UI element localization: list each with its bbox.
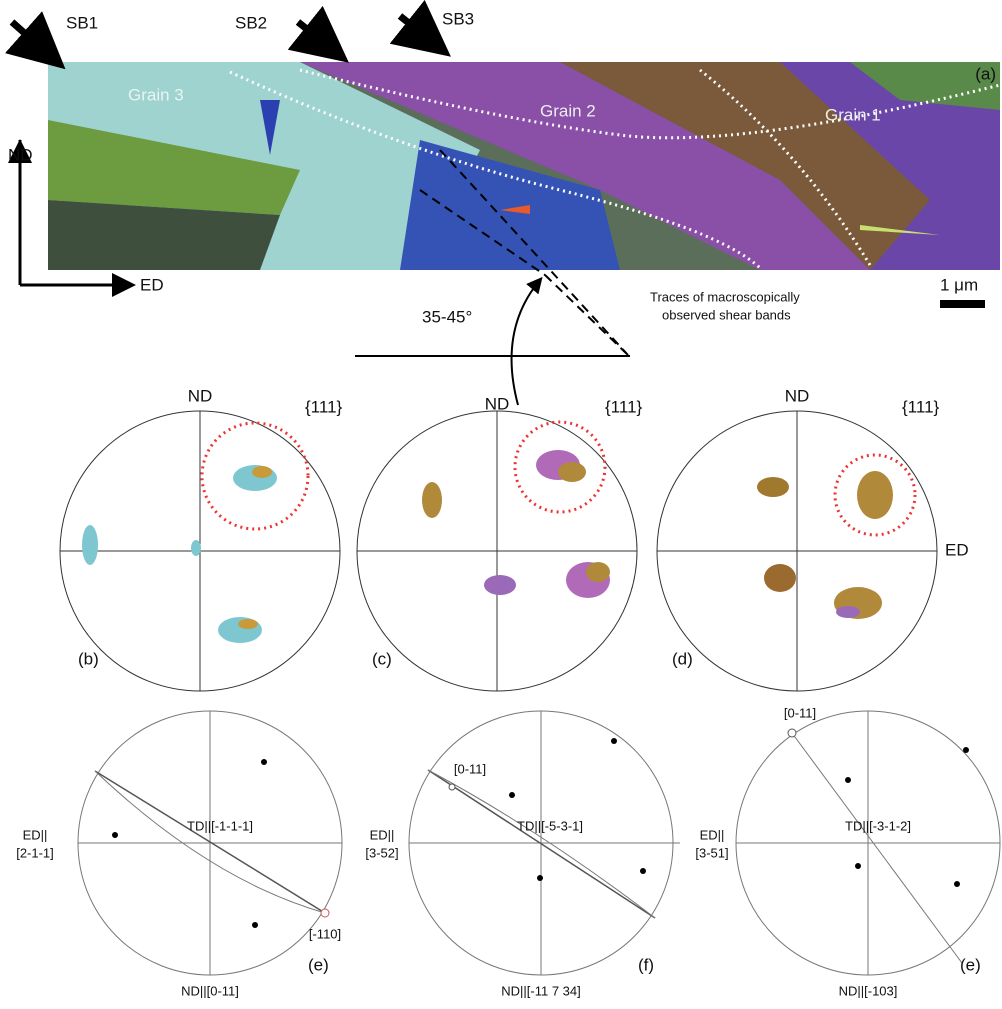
panel-label: (e) [960,955,981,974]
axis-label: ND [188,386,213,405]
grain-label: Grain 3 [128,85,184,104]
pole-label: [0-11] [784,705,816,720]
panel-label: (b) [78,649,99,668]
sb-arrow [389,0,451,57]
stereogram-e [77,710,343,976]
trace-note: observed shear bands [662,307,791,322]
sb-label: SB2 [235,13,267,32]
nd-label: ND||[-103] [839,983,898,998]
panel-label: (f) [638,955,654,974]
pole-figure-c [356,410,638,692]
panel-label: (c) [372,649,392,668]
nd-label: ND||[-11 7 34] [501,983,581,998]
td-label: TD||[-5-3-1] [517,818,583,833]
axis-label: ND [785,386,810,405]
grain-label: Grain 2 [540,101,596,120]
axis-label: ED [945,540,969,559]
ed-label: ED|| [370,827,395,842]
axis-label: ND [485,394,510,413]
plane-label: {111} [305,397,343,416]
ed-label: ED|| [23,827,48,842]
angle-arc [510,276,543,406]
ed-label: ED|| [700,827,725,842]
grain-label: Grain 1 [825,105,881,124]
sb-arrow [4,11,66,70]
angle-label: 35-45° [422,307,472,326]
sb-label: SB1 [66,13,98,32]
stereogram-f [408,710,680,976]
sb-arrow [287,5,349,63]
micrograph [48,62,1001,356]
pole-label: [-110] [309,926,341,941]
scale-bar [940,300,985,308]
axis-label: ND [8,145,33,164]
td-label: TD||[-1-1-1] [187,818,253,833]
td-label: TD||[-3-1-2] [845,818,911,833]
ed-label: [2-1-1] [16,845,54,860]
nd-label: ND||[0-11] [181,983,239,998]
ed-label: [3-51] [695,845,728,860]
panel-label: (a) [975,64,996,83]
ed-label: [3-52] [365,845,398,860]
scale-label: 1 μm [940,275,978,294]
stereogram-g [735,710,1001,976]
plane-label: {111} [605,397,643,416]
panel-label: (e) [308,955,329,974]
pole-figure-b [59,410,341,692]
pole-label: [0-11] [454,761,486,776]
plane-label: {111} [902,397,940,416]
trace-note: Traces of macroscopically [650,289,800,304]
panel-label: (d) [672,649,693,668]
sb-label: SB3 [442,9,474,28]
axis-label: ED [140,275,164,294]
pole-figure-d [656,410,938,692]
